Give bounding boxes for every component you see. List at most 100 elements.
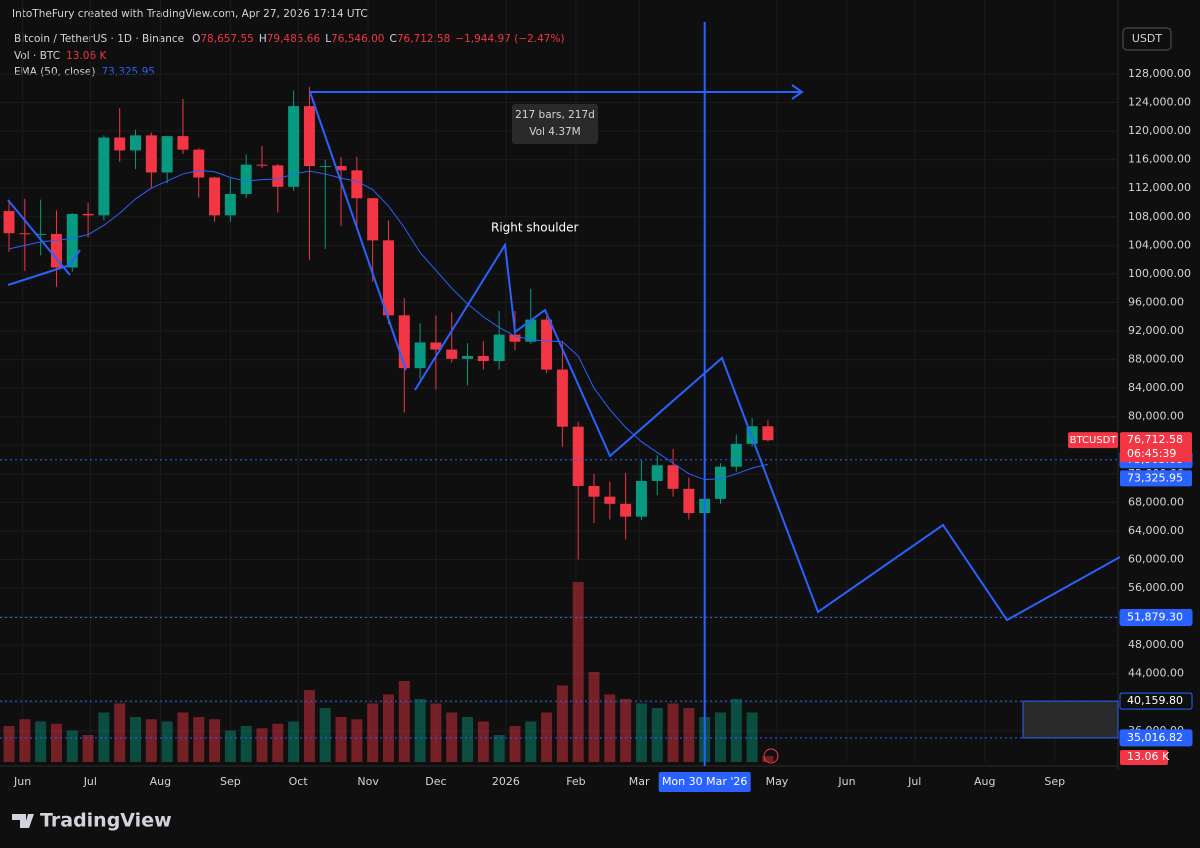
candle-body <box>351 170 363 199</box>
alert-icon[interactable] <box>763 748 779 764</box>
volume-bar <box>209 719 221 762</box>
candle-body <box>367 198 379 241</box>
candle-body <box>114 137 126 151</box>
crosshair-label: Mon 30 Mar '26 <box>662 775 747 788</box>
candle-body <box>683 488 695 514</box>
y-tick-label: 44,000.00 <box>1128 667 1184 680</box>
x-tick-label: Jun <box>837 775 855 788</box>
volume-header: Vol · BTC 13.06 K <box>14 50 107 62</box>
volume-bar <box>762 756 774 762</box>
candle-body <box>398 315 410 369</box>
y-tick-label: 104,000.00 <box>1128 238 1191 251</box>
volume-bar <box>604 694 616 762</box>
price-label: 35,016.82 <box>1127 731 1183 744</box>
volume-bar <box>588 672 600 762</box>
x-tick-label: Aug <box>974 775 995 788</box>
candle-body <box>509 334 521 342</box>
candle-body <box>493 334 505 362</box>
candle-body <box>446 349 458 359</box>
volume-bar <box>114 703 126 762</box>
y-tick-label: 64,000.00 <box>1128 524 1184 537</box>
volume-bar <box>556 685 568 762</box>
candle-body <box>3 211 15 234</box>
volume-bar <box>319 708 331 762</box>
volume-bar <box>462 717 474 762</box>
symbol-tag <box>1068 432 1118 449</box>
candle-body <box>82 213 94 216</box>
volume-bar <box>398 681 410 762</box>
symbol-header: Bitcoin / TetherUS · 1D · Binance O78,657… <box>14 33 565 45</box>
volume-bar <box>730 699 742 762</box>
candle-body <box>604 496 616 504</box>
volume-label: 13.06 K <box>1127 750 1170 763</box>
drawing-line <box>7 249 81 286</box>
volume-bar <box>19 719 31 762</box>
candle-body <box>130 135 142 151</box>
volume-bar <box>367 703 379 762</box>
volume-bar <box>651 708 663 762</box>
volume-bar <box>256 728 268 762</box>
candle-body <box>382 240 394 316</box>
x-tick-label: Dec <box>425 775 446 788</box>
volume-bar <box>35 721 47 762</box>
x-tick-label: Nov <box>357 775 379 788</box>
volume-bar <box>193 717 205 762</box>
volume-bar <box>272 723 284 762</box>
crosshair-label-box <box>658 772 751 792</box>
volume-bar <box>177 712 189 762</box>
x-tick-label: Sep <box>1044 775 1065 788</box>
price-label-box <box>1119 729 1193 747</box>
x-tick-label: Jun <box>13 775 31 788</box>
candle-body <box>19 233 31 235</box>
volume-bar <box>303 690 315 762</box>
candle-body <box>572 426 584 486</box>
drawing-line <box>7 199 71 276</box>
candle-body <box>635 480 647 517</box>
candle-body <box>430 342 442 350</box>
drawing-line <box>309 91 407 371</box>
volume-bar <box>130 717 142 762</box>
x-tick-label: Jul <box>907 775 921 788</box>
volume-bar <box>541 712 553 762</box>
countdown: 06:45:39 <box>1127 447 1176 460</box>
currency-label[interactable]: USDT <box>1132 32 1163 45</box>
y-tick-label: 56,000.00 <box>1128 581 1184 594</box>
volume-bar <box>667 703 679 762</box>
volume-bar <box>493 735 505 762</box>
volume-bar <box>98 712 110 762</box>
volume-bar <box>746 712 758 762</box>
volume-bar <box>683 708 695 762</box>
candle-body <box>714 466 726 499</box>
candle-body <box>588 485 600 497</box>
footer <box>0 796 1200 848</box>
credit: IntoTheFury created with TradingView.com… <box>12 8 368 20</box>
volume-bar <box>161 721 173 762</box>
brand-logo <box>12 814 34 828</box>
symbol-tag-label: BTCUSDT <box>1070 435 1118 446</box>
y-tick-label: 108,000.00 <box>1128 210 1191 223</box>
candle-body <box>256 164 268 166</box>
candle-body <box>541 319 553 370</box>
volume-bar <box>477 721 489 762</box>
ema-label: 73,325.95 <box>1127 471 1183 484</box>
volume-bar <box>525 721 537 762</box>
candle-body <box>35 233 47 235</box>
volume-bar <box>620 699 632 762</box>
candle-body <box>209 177 221 216</box>
y-tick-label: 80,000.00 <box>1128 410 1184 423</box>
candle-body <box>319 166 331 168</box>
y-tick-label: 112,000.00 <box>1128 181 1191 194</box>
volume-bar <box>572 582 584 762</box>
currency-button[interactable] <box>1122 27 1172 51</box>
ema-label-box <box>1120 470 1192 487</box>
drawing-line <box>414 242 1121 622</box>
y-tick-label: 48,000.00 <box>1128 638 1184 651</box>
candle-body <box>335 166 347 171</box>
drawings <box>7 84 1121 622</box>
volume-bar <box>145 719 157 762</box>
x-tick-label: Oct <box>289 775 309 788</box>
y-tick-label: 96,000.00 <box>1128 295 1184 308</box>
candle-body <box>414 342 426 369</box>
